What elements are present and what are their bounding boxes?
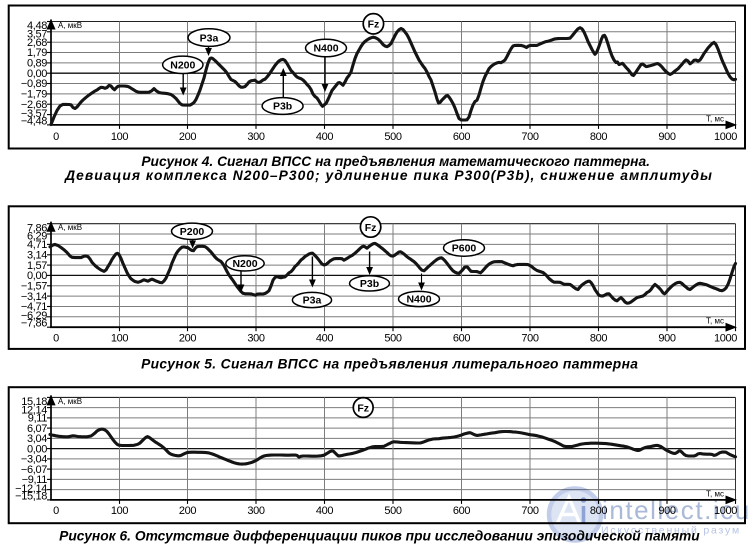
svg-text:0: 0 [53,332,59,344]
svg-text:500: 500 [384,332,402,344]
svg-text:1000: 1000 [714,332,737,344]
svg-text:400: 400 [316,131,334,143]
svg-text:100: 100 [111,131,129,143]
svg-text:400: 400 [316,505,334,517]
svg-text:−1,57: −1,57 [21,281,47,293]
svg-text:−9,11: −9,11 [22,474,47,486]
svg-text:N400: N400 [406,294,431,306]
svg-text:−4,71: −4,71 [21,301,47,313]
svg-text:6,29: 6,29 [27,231,47,243]
svg-text:400: 400 [316,332,334,344]
svg-text:1000: 1000 [714,505,737,517]
svg-text:−12,14: −12,14 [15,483,47,495]
svg-text:500: 500 [384,131,402,143]
svg-text:−3,14: −3,14 [21,291,47,303]
svg-text:Т, мс: Т, мс [706,489,724,498]
svg-text:−0,89: −0,89 [21,78,47,90]
svg-text:Fz: Fz [365,222,377,234]
svg-text:3,14: 3,14 [27,249,47,261]
svg-text:4,71: 4,71 [27,239,47,251]
svg-text:−3,57: −3,57 [21,108,47,120]
svg-text:0: 0 [53,505,59,517]
svg-text:0,00: 0,00 [27,270,47,282]
svg-text:1,79: 1,79 [27,47,47,59]
svg-text:3,04: 3,04 [27,433,47,445]
svg-text:7,86: 7,86 [27,222,47,234]
svg-text:15,18: 15,18 [21,396,47,408]
svg-text:Fz: Fz [368,19,380,31]
svg-text:P3a: P3a [200,32,219,44]
svg-text:А, мкВ: А, мкВ [58,397,82,406]
svg-text:100: 100 [111,505,129,517]
svg-text:−3,04: −3,04 [21,454,47,466]
svg-text:1000: 1000 [714,131,737,143]
svg-text:−1,79: −1,79 [21,89,47,101]
svg-text:2,68: 2,68 [27,37,47,49]
svg-text:P3b: P3b [360,278,379,290]
svg-text:P3b: P3b [273,101,292,113]
svg-text:Т, мс: Т, мс [706,114,724,123]
svg-text:0,00: 0,00 [27,68,47,80]
svg-text:600: 600 [453,332,471,344]
svg-text:6,07: 6,07 [27,423,47,435]
svg-text:−6,07: −6,07 [21,464,47,476]
svg-text:900: 900 [658,131,676,143]
svg-text:900: 900 [658,505,676,517]
svg-text:0: 0 [53,131,59,143]
svg-text:200: 200 [179,332,197,344]
svg-text:700: 700 [521,332,539,344]
svg-text:700: 700 [521,505,539,517]
svg-text:600: 600 [453,131,471,143]
svg-text:−6,29: −6,29 [21,310,47,322]
svg-text:300: 300 [247,131,265,143]
svg-text:500: 500 [384,505,402,517]
svg-text:0,00: 0,00 [27,443,47,455]
svg-text:200: 200 [179,131,197,143]
svg-text:300: 300 [247,505,265,517]
svg-text:200: 200 [179,505,197,517]
svg-text:intellect.icu: intellect.icu [602,495,751,525]
svg-text:700: 700 [521,131,539,143]
svg-text:600: 600 [453,505,471,517]
svg-text:А, мкВ: А, мкВ [58,223,82,232]
svg-text:−7,86: −7,86 [21,318,47,330]
svg-text:300: 300 [247,332,265,344]
svg-text:P200: P200 [180,226,205,238]
svg-text:Рисунок 4. Сигнал ВПСС на пред: Рисунок 4. Сигнал ВПСС на предъявления м… [141,154,650,169]
svg-text:Девиация комплекса N200–P300;: Девиация комплекса N200–P300; удлинение … [64,168,713,183]
svg-text:0,89: 0,89 [27,58,47,70]
svg-text:800: 800 [590,131,608,143]
svg-text:Рисунок 5. Сигнал ВПСС на пред: Рисунок 5. Сигнал ВПСС на предъявления л… [141,356,638,371]
svg-text:12,14: 12,14 [21,404,47,416]
svg-text:Fz: Fz [357,402,369,414]
svg-text:Т, мс: Т, мс [706,317,724,326]
svg-text:4,48: 4,48 [27,20,47,32]
svg-text:Рисунок 6. Отсутствие дифферен: Рисунок 6. Отсутствие дифференциации пик… [59,529,700,544]
svg-text:Искусственный разум: Искусственный разум [601,525,741,537]
svg-text:100: 100 [111,332,129,344]
svg-text:N200: N200 [170,60,195,72]
svg-text:−2,68: −2,68 [21,99,47,111]
svg-text:−4,48: −4,48 [21,115,47,127]
svg-text:P600: P600 [452,243,477,255]
svg-text:9,11: 9,11 [28,413,47,425]
svg-text:900: 900 [658,332,676,344]
svg-text:800: 800 [590,332,608,344]
svg-text:P3a: P3a [303,295,322,307]
svg-text:−15,18: −15,18 [15,490,47,502]
svg-text:А, мкВ: А, мкВ [58,21,82,30]
svg-text:1,57: 1,57 [27,260,47,272]
svg-text:N400: N400 [313,43,338,55]
svg-text:N200: N200 [232,258,257,270]
svg-text:3,57: 3,57 [27,29,47,41]
